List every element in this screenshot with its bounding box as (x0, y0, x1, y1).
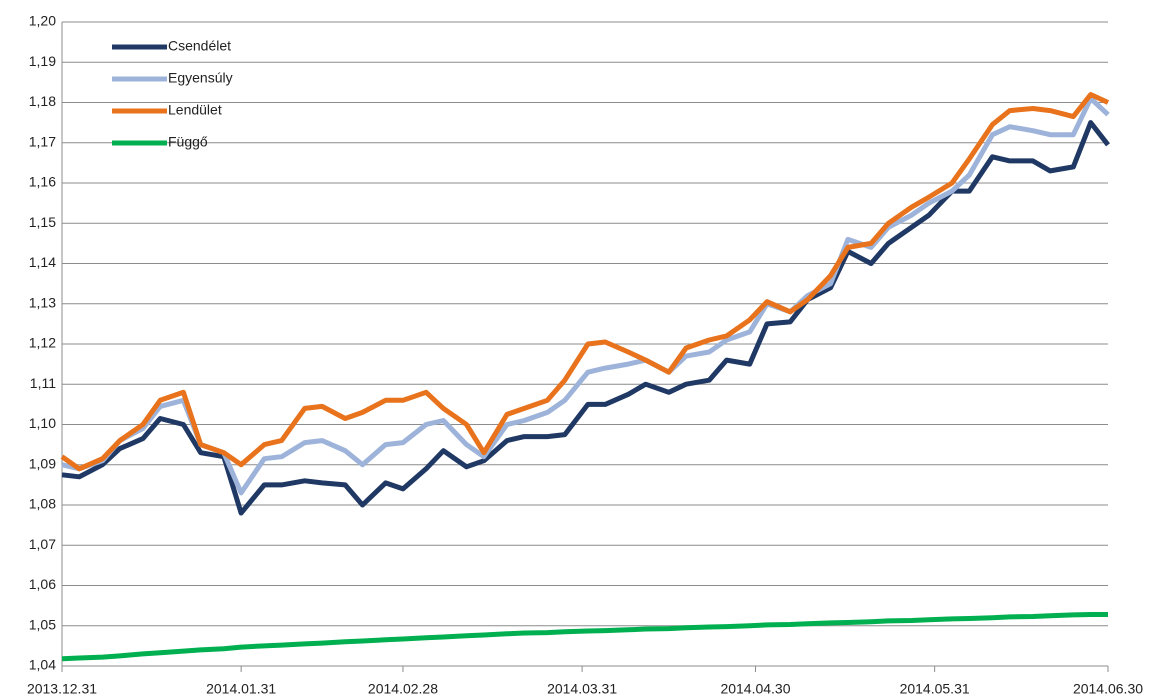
y-tick-label: 1,09 (29, 455, 56, 471)
y-tick-label: 1,16 (29, 174, 56, 190)
y-tick-label: 1,08 (29, 496, 56, 512)
x-tick-label: 2014.03.31 (547, 681, 617, 697)
legend-label: Lendület (168, 102, 222, 118)
y-tick-label: 1,10 (29, 415, 56, 431)
y-tick-label: 1,13 (29, 294, 56, 310)
x-tick-label: 2013.12.31 (27, 681, 97, 697)
y-tick-label: 1,18 (29, 93, 56, 109)
legend-label: Függő (168, 134, 208, 150)
series-line (60, 92, 1110, 472)
x-tick-label: 2014.05.31 (900, 681, 970, 697)
y-tick-label: 1,17 (29, 133, 56, 149)
y-tick-label: 1,12 (29, 335, 56, 351)
y-tick-label: 1,06 (29, 576, 56, 592)
series-line (61, 96, 1110, 496)
y-tick-label: 1,20 (29, 13, 56, 29)
x-tick-label: 2014.04.30 (720, 681, 790, 697)
y-tick-label: 1,15 (29, 214, 56, 230)
y-tick-label: 1,07 (29, 536, 56, 552)
legend-label: Csendélet (168, 38, 231, 54)
y-tick-label: 1,19 (29, 53, 56, 69)
y-tick-label: 1,14 (29, 254, 56, 270)
x-tick-label: 2014.06.30 (1073, 681, 1143, 697)
y-tick-label: 1,04 (29, 657, 56, 673)
y-tick-label: 1,05 (29, 616, 56, 632)
y-tick-label: 1,11 (30, 375, 56, 391)
x-tick-label: 2014.01.31 (206, 681, 276, 697)
x-tick-label: 2014.02.28 (368, 681, 438, 697)
legend-label: Egyensúly (168, 70, 233, 86)
series-line (61, 120, 1110, 516)
series-line (61, 612, 1108, 662)
